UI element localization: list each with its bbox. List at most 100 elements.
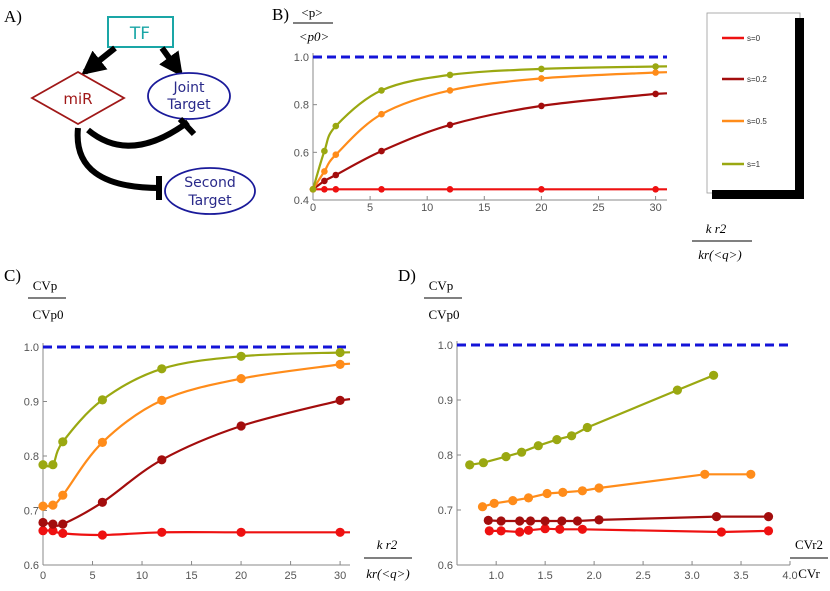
b-data-point bbox=[332, 171, 340, 179]
c-ytick-label: 0.6 bbox=[24, 560, 39, 572]
b-data-point bbox=[652, 90, 659, 98]
c-xlabel-denominator: kr(<q>) bbox=[366, 566, 410, 581]
d-data-point bbox=[716, 527, 727, 537]
chart-b: 0.4 0.6 0.8 1.0 0 5 10 15 20 25 30 bbox=[294, 52, 668, 214]
b-data-point bbox=[332, 122, 340, 130]
legend-items: s=0 s=0.2 s=0.5 s=1 bbox=[722, 34, 767, 169]
panel-a-letter: A) bbox=[4, 7, 22, 26]
legend: s=0 s=0.2 s=0.5 s=1 bbox=[706, 12, 804, 199]
c-data-point bbox=[157, 455, 167, 465]
panel-d: D) CVp CVp0 0.6 0.7 0.8 0.9 1.0 1.0 1.5 2.0 2.5 3… bbox=[398, 266, 828, 582]
b-data-point bbox=[446, 87, 454, 94]
b-ylabel-numerator: <p> bbox=[301, 5, 322, 20]
b-ytick-label: 0.8 bbox=[294, 100, 309, 112]
mir-diamond bbox=[30, 70, 126, 126]
c-data-point bbox=[58, 437, 68, 447]
c-ylabel-denominator: CVp0 bbox=[32, 307, 63, 322]
second-label-2: Target bbox=[187, 193, 232, 209]
d-data-point bbox=[557, 516, 567, 526]
d-data-point bbox=[567, 431, 577, 441]
chart-d: 0.6 0.7 0.8 0.9 1.0 1.0 1.5 2.0 2.5 3.0 3.5 4.0 bbox=[438, 340, 798, 582]
second-label-1: Second bbox=[184, 175, 236, 191]
c-series-line-2 bbox=[42, 362, 351, 508]
d-data-point bbox=[477, 502, 488, 512]
c-data-point bbox=[58, 490, 68, 500]
c-xtick-label: 5 bbox=[89, 570, 95, 582]
d-data-point bbox=[709, 370, 719, 380]
d-ytick-label: 1.0 bbox=[438, 340, 453, 352]
d-data-point bbox=[523, 525, 534, 535]
d-data-point bbox=[515, 516, 525, 526]
b-data-point bbox=[538, 65, 545, 73]
d-data-point bbox=[508, 496, 518, 506]
b-xtick-label: 30 bbox=[649, 202, 661, 214]
c-data-point bbox=[38, 526, 48, 536]
legend-shadow-right bbox=[795, 18, 804, 198]
c-xlabel-numerator: k r2 bbox=[377, 537, 398, 552]
c-data-point bbox=[58, 528, 68, 539]
d-data-point bbox=[465, 460, 475, 470]
tf-label: TF bbox=[129, 24, 150, 44]
d-data-point bbox=[515, 527, 525, 537]
legend-label: s=0.2 bbox=[747, 75, 767, 84]
c-data-point bbox=[335, 527, 345, 537]
d-data-point bbox=[496, 516, 506, 526]
c-data-point bbox=[335, 359, 345, 369]
c-data-point bbox=[38, 460, 48, 470]
d-xtick-label: 1.0 bbox=[489, 570, 504, 582]
d-data-point bbox=[517, 447, 527, 457]
b-xtick-label: 25 bbox=[592, 202, 604, 214]
d-data-point bbox=[542, 488, 552, 499]
b-data-point bbox=[538, 102, 545, 110]
c-data-point bbox=[157, 364, 167, 374]
d-data-point bbox=[540, 516, 550, 526]
d-data-point bbox=[700, 469, 710, 479]
b-ytick-label: 1.0 bbox=[294, 52, 309, 64]
d-ytick-label: 0.6 bbox=[438, 560, 453, 572]
d-data-point bbox=[540, 524, 550, 534]
d-xtick-label: 2.0 bbox=[586, 570, 601, 582]
d-data-point bbox=[746, 469, 756, 479]
d-series-line-1 bbox=[488, 515, 769, 523]
c-data-point bbox=[48, 460, 58, 470]
b-data-point bbox=[378, 147, 385, 155]
b-xlabel-denominator: kr(<q>) bbox=[698, 247, 742, 262]
b-ytick-label: 0.4 bbox=[294, 195, 309, 207]
c-data-point bbox=[236, 527, 246, 537]
b-ylabel-denominator: <p0> bbox=[299, 29, 330, 44]
c-ylabel-numerator: CVp bbox=[33, 278, 58, 293]
c-data-point bbox=[335, 347, 345, 358]
legend-label: s=1 bbox=[747, 160, 761, 169]
b-data-point bbox=[321, 147, 328, 155]
b-data-point bbox=[332, 186, 340, 193]
panel-c-letter: C) bbox=[4, 266, 21, 285]
c-xtick-label: 15 bbox=[185, 570, 197, 582]
b-data-point bbox=[652, 63, 659, 70]
d-data-point bbox=[711, 511, 722, 522]
panel-b-letter: B) bbox=[272, 5, 289, 24]
b-data-point bbox=[378, 87, 385, 94]
joint-label-2: Target bbox=[166, 97, 211, 113]
b-data-point bbox=[332, 151, 340, 158]
d-xtick-label: 3.0 bbox=[684, 570, 699, 582]
d-data-point bbox=[525, 516, 536, 526]
c-data-point bbox=[97, 497, 107, 507]
d-ylabel-numerator: CVp bbox=[429, 278, 454, 293]
d-data-point bbox=[763, 511, 774, 522]
panel-c: C) CVp CVp0 0.60.70.80.91.00 5 10 15 20 25 30 … bbox=[4, 266, 412, 582]
d-xtick-label: 3.5 bbox=[733, 570, 748, 582]
legend-label: s=0 bbox=[747, 34, 761, 43]
d-ytick-label: 0.7 bbox=[438, 505, 453, 517]
c-data-point bbox=[236, 374, 246, 384]
d-data-point bbox=[672, 385, 683, 395]
d-data-point bbox=[484, 526, 494, 536]
d-data-point bbox=[558, 487, 568, 497]
d-ylabel-denominator: CVp0 bbox=[428, 307, 459, 322]
c-data-point bbox=[48, 500, 58, 510]
joint-label-1: Joint bbox=[173, 80, 205, 96]
c-data-point bbox=[48, 526, 58, 536]
b-xtick-label: 10 bbox=[421, 202, 433, 214]
c-data-point bbox=[236, 421, 246, 431]
c-data-point bbox=[157, 527, 167, 537]
d-xlabel-denominator: CVr bbox=[798, 566, 820, 581]
